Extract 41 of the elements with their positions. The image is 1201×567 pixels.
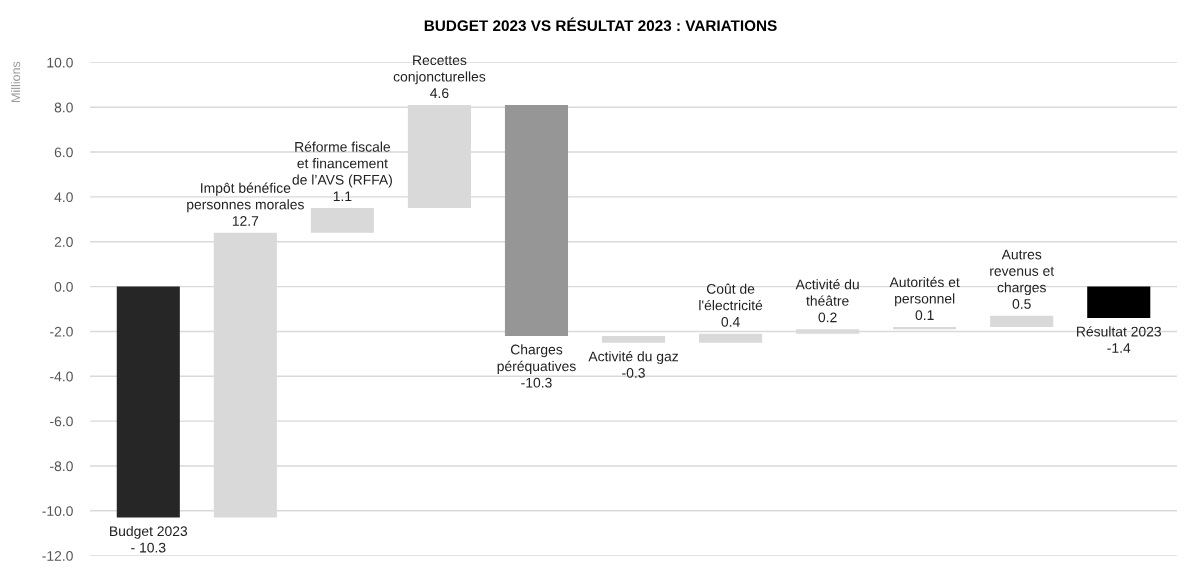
- bar: [1087, 286, 1151, 318]
- y-tick-label: 6.0: [54, 147, 73, 158]
- bar: [310, 208, 374, 233]
- y-tick-label: 4.0: [54, 192, 73, 203]
- data-label: 1.1: [333, 191, 352, 202]
- y-tick-label: -4.0: [50, 371, 73, 382]
- data-label: 0.5: [1012, 298, 1031, 309]
- y-tick-label: -8.0: [50, 461, 73, 472]
- data-label: - 10.3: [131, 542, 166, 553]
- y-tick-label: 0.0: [54, 281, 73, 292]
- data-label: 12.7: [232, 216, 259, 226]
- data-label: 0.2: [818, 312, 837, 323]
- x-tick-label: Coût de l'électricité: [699, 283, 763, 311]
- data-label: 4.6: [430, 88, 449, 99]
- x-tick-label: Charges péréquatives: [497, 344, 576, 374]
- y-tick-label: -10.0: [42, 506, 73, 516]
- x-tick-label: Résultat 2023: [1077, 326, 1161, 337]
- y-tick-label: 10.0: [47, 57, 73, 68]
- x-tick-label: Autorités et personnel: [889, 276, 960, 307]
- data-label: 0.4: [721, 316, 740, 327]
- y-tick-label: 2.0: [54, 237, 73, 247]
- bar: [504, 104, 569, 336]
- x-tick-label: Budget 2023: [110, 525, 188, 539]
- x-tick-label: Autres revenus et charges: [990, 249, 1055, 296]
- x-tick-label: Recettes conjoncturelles: [393, 55, 486, 85]
- bar: [601, 335, 666, 343]
- y-axis-title: Millions: [11, 61, 21, 102]
- bar: [990, 315, 1054, 327]
- y-tick-label: -2.0: [50, 326, 73, 337]
- x-tick-label: Activité du théâtre: [795, 278, 859, 306]
- data-label: -10.3: [521, 377, 552, 388]
- bar: [699, 333, 763, 343]
- y-tick-label: -6.0: [50, 416, 73, 427]
- bar: [116, 286, 180, 518]
- chart-title: BUDGET 2023 VS RÉSULTAT 2023 : VARIATIONS: [424, 17, 777, 32]
- data-label: -0.3: [622, 367, 645, 378]
- x-tick-label: Activité du gaz: [588, 350, 678, 365]
- y-tick-label: -12.0: [42, 550, 73, 561]
- y-tick-label: 8.0: [54, 102, 73, 113]
- data-label: -1.4: [1107, 343, 1131, 353]
- data-label: 0.1: [915, 310, 934, 321]
